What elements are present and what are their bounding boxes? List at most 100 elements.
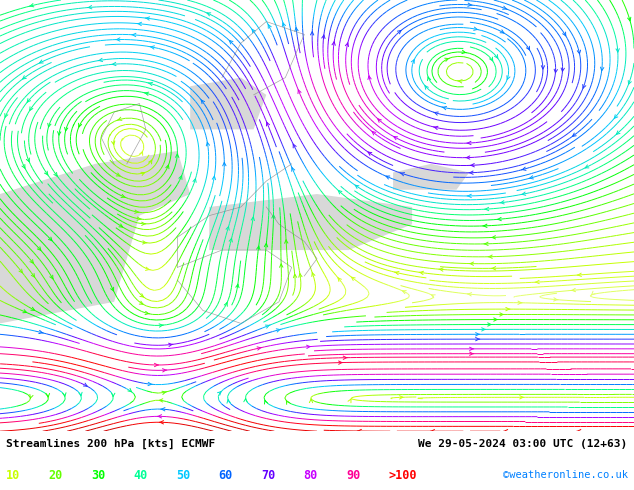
FancyArrowPatch shape	[541, 66, 545, 69]
FancyArrowPatch shape	[161, 408, 165, 411]
FancyArrowPatch shape	[432, 295, 436, 298]
FancyArrowPatch shape	[112, 393, 115, 396]
FancyArrowPatch shape	[31, 273, 35, 277]
FancyArrowPatch shape	[355, 185, 359, 189]
FancyArrowPatch shape	[206, 142, 210, 146]
FancyArrowPatch shape	[339, 361, 343, 364]
FancyArrowPatch shape	[132, 33, 136, 37]
FancyArrowPatch shape	[357, 429, 361, 433]
FancyArrowPatch shape	[227, 400, 230, 403]
FancyArrowPatch shape	[553, 298, 558, 301]
FancyArrowPatch shape	[116, 38, 120, 41]
FancyArrowPatch shape	[628, 17, 631, 21]
FancyArrowPatch shape	[176, 154, 179, 157]
FancyArrowPatch shape	[311, 32, 314, 35]
FancyArrowPatch shape	[46, 393, 49, 397]
FancyArrowPatch shape	[338, 278, 342, 281]
FancyArrowPatch shape	[467, 194, 471, 197]
FancyArrowPatch shape	[378, 119, 382, 122]
FancyArrowPatch shape	[139, 151, 143, 155]
FancyArrowPatch shape	[394, 137, 398, 140]
FancyArrowPatch shape	[419, 271, 424, 274]
FancyArrowPatch shape	[140, 294, 143, 297]
FancyArrowPatch shape	[159, 420, 164, 424]
Text: 30: 30	[91, 469, 105, 482]
FancyArrowPatch shape	[474, 27, 478, 30]
FancyArrowPatch shape	[554, 69, 557, 73]
FancyArrowPatch shape	[484, 242, 488, 245]
FancyArrowPatch shape	[343, 356, 347, 359]
Text: 90: 90	[346, 469, 360, 482]
FancyArrowPatch shape	[79, 123, 82, 127]
FancyArrowPatch shape	[193, 179, 196, 182]
FancyArrowPatch shape	[29, 3, 34, 7]
FancyArrowPatch shape	[285, 240, 288, 244]
FancyArrowPatch shape	[494, 318, 498, 321]
FancyArrowPatch shape	[489, 57, 493, 61]
Text: 10: 10	[6, 469, 20, 482]
FancyArrowPatch shape	[467, 293, 472, 296]
FancyArrowPatch shape	[50, 275, 53, 279]
FancyArrowPatch shape	[207, 13, 210, 16]
FancyArrowPatch shape	[484, 207, 489, 211]
FancyArrowPatch shape	[48, 237, 52, 241]
FancyArrowPatch shape	[201, 100, 205, 104]
FancyArrowPatch shape	[535, 280, 540, 284]
FancyArrowPatch shape	[470, 347, 474, 350]
FancyArrowPatch shape	[162, 368, 167, 372]
FancyArrowPatch shape	[425, 86, 429, 89]
FancyArrowPatch shape	[488, 323, 492, 326]
FancyArrowPatch shape	[488, 255, 492, 258]
FancyArrowPatch shape	[139, 301, 143, 304]
FancyArrowPatch shape	[141, 222, 146, 225]
FancyArrowPatch shape	[458, 80, 462, 83]
FancyArrowPatch shape	[299, 274, 302, 277]
FancyArrowPatch shape	[467, 141, 471, 145]
Polygon shape	[190, 77, 266, 129]
FancyArrowPatch shape	[276, 329, 281, 332]
FancyArrowPatch shape	[257, 246, 260, 249]
FancyArrowPatch shape	[434, 126, 438, 129]
FancyArrowPatch shape	[468, 3, 472, 6]
FancyArrowPatch shape	[112, 141, 115, 145]
Text: ©weatheronline.co.uk: ©weatheronline.co.uk	[503, 470, 628, 480]
FancyArrowPatch shape	[27, 98, 30, 102]
FancyArrowPatch shape	[442, 106, 446, 110]
FancyArrowPatch shape	[282, 23, 285, 26]
Text: >100: >100	[389, 469, 417, 482]
FancyArrowPatch shape	[470, 352, 474, 355]
FancyArrowPatch shape	[585, 165, 589, 168]
FancyArrowPatch shape	[145, 267, 150, 270]
FancyArrowPatch shape	[87, 5, 92, 9]
FancyArrowPatch shape	[444, 58, 450, 61]
FancyArrowPatch shape	[137, 217, 141, 220]
FancyArrowPatch shape	[578, 50, 581, 54]
FancyArrowPatch shape	[500, 30, 504, 33]
FancyArrowPatch shape	[128, 389, 131, 392]
FancyArrowPatch shape	[495, 54, 498, 58]
FancyArrowPatch shape	[145, 17, 150, 20]
FancyArrowPatch shape	[411, 60, 414, 63]
FancyArrowPatch shape	[169, 343, 173, 346]
FancyArrowPatch shape	[110, 287, 113, 291]
FancyArrowPatch shape	[79, 392, 82, 396]
FancyArrowPatch shape	[491, 267, 496, 270]
FancyArrowPatch shape	[251, 217, 254, 220]
FancyArrowPatch shape	[497, 218, 501, 220]
FancyArrowPatch shape	[148, 160, 152, 164]
FancyArrowPatch shape	[434, 112, 438, 115]
FancyArrowPatch shape	[346, 43, 349, 47]
FancyArrowPatch shape	[520, 395, 523, 399]
Polygon shape	[393, 164, 469, 190]
FancyArrowPatch shape	[119, 224, 122, 227]
FancyArrowPatch shape	[272, 215, 275, 218]
FancyArrowPatch shape	[403, 291, 406, 294]
FancyArrowPatch shape	[628, 80, 631, 84]
FancyArrowPatch shape	[427, 77, 430, 81]
FancyArrowPatch shape	[306, 345, 311, 348]
FancyArrowPatch shape	[503, 430, 508, 433]
FancyArrowPatch shape	[309, 399, 313, 403]
FancyArrowPatch shape	[148, 82, 153, 86]
FancyArrowPatch shape	[462, 50, 467, 53]
FancyArrowPatch shape	[23, 310, 27, 313]
